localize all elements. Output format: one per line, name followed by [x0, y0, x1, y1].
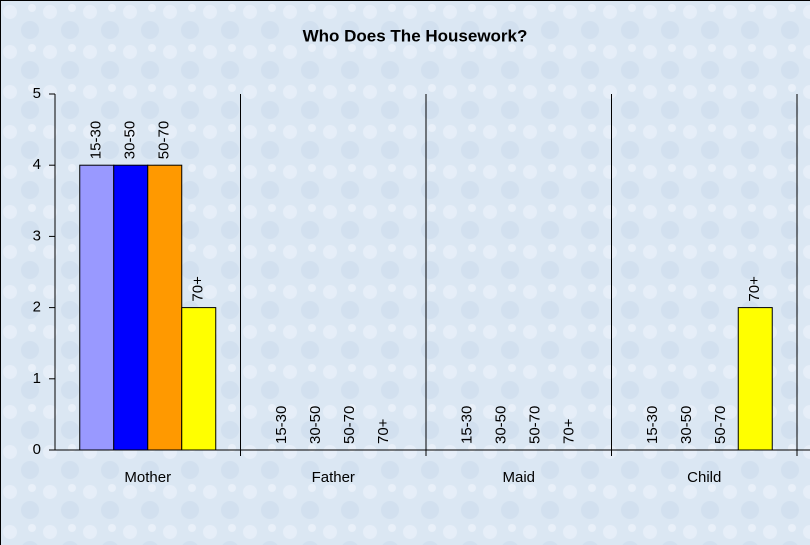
data-label: 70+ [190, 276, 207, 302]
data-label: 15-30 [273, 406, 290, 444]
data-label: 50-70 [527, 406, 544, 444]
bar [737, 307, 773, 451]
bar [181, 307, 217, 451]
data-label: 30-50 [493, 406, 510, 444]
y-tick-label: 4 [33, 156, 41, 173]
y-tick-label: 5 [33, 85, 41, 102]
bar [147, 164, 183, 451]
data-label: 70+ [746, 276, 763, 302]
data-label: 30-50 [122, 121, 139, 159]
data-label: 15-30 [644, 406, 661, 444]
chart-title: Who Does The Housework? [303, 26, 528, 45]
x-tick-label: Child [687, 469, 721, 486]
data-label: 70+ [561, 418, 578, 444]
data-label: 50-70 [341, 406, 358, 444]
y-tick-label: 3 [33, 227, 41, 244]
data-label: 50-70 [156, 121, 173, 159]
bar [79, 164, 115, 451]
data-label: 70+ [375, 418, 392, 444]
y-tick-label: 1 [33, 370, 41, 387]
data-label: 30-50 [307, 406, 324, 444]
data-label: 30-50 [678, 406, 695, 444]
data-label: 15-30 [88, 121, 105, 159]
data-label: 15-30 [459, 406, 476, 444]
y-tick-label: 0 [33, 441, 41, 458]
x-tick-label: Mother [124, 469, 171, 486]
x-tick-label: Maid [502, 469, 535, 486]
data-label: 50-70 [712, 406, 729, 444]
y-tick-label: 2 [33, 299, 41, 316]
x-tick-label: Father [312, 469, 355, 486]
bar [113, 164, 149, 451]
